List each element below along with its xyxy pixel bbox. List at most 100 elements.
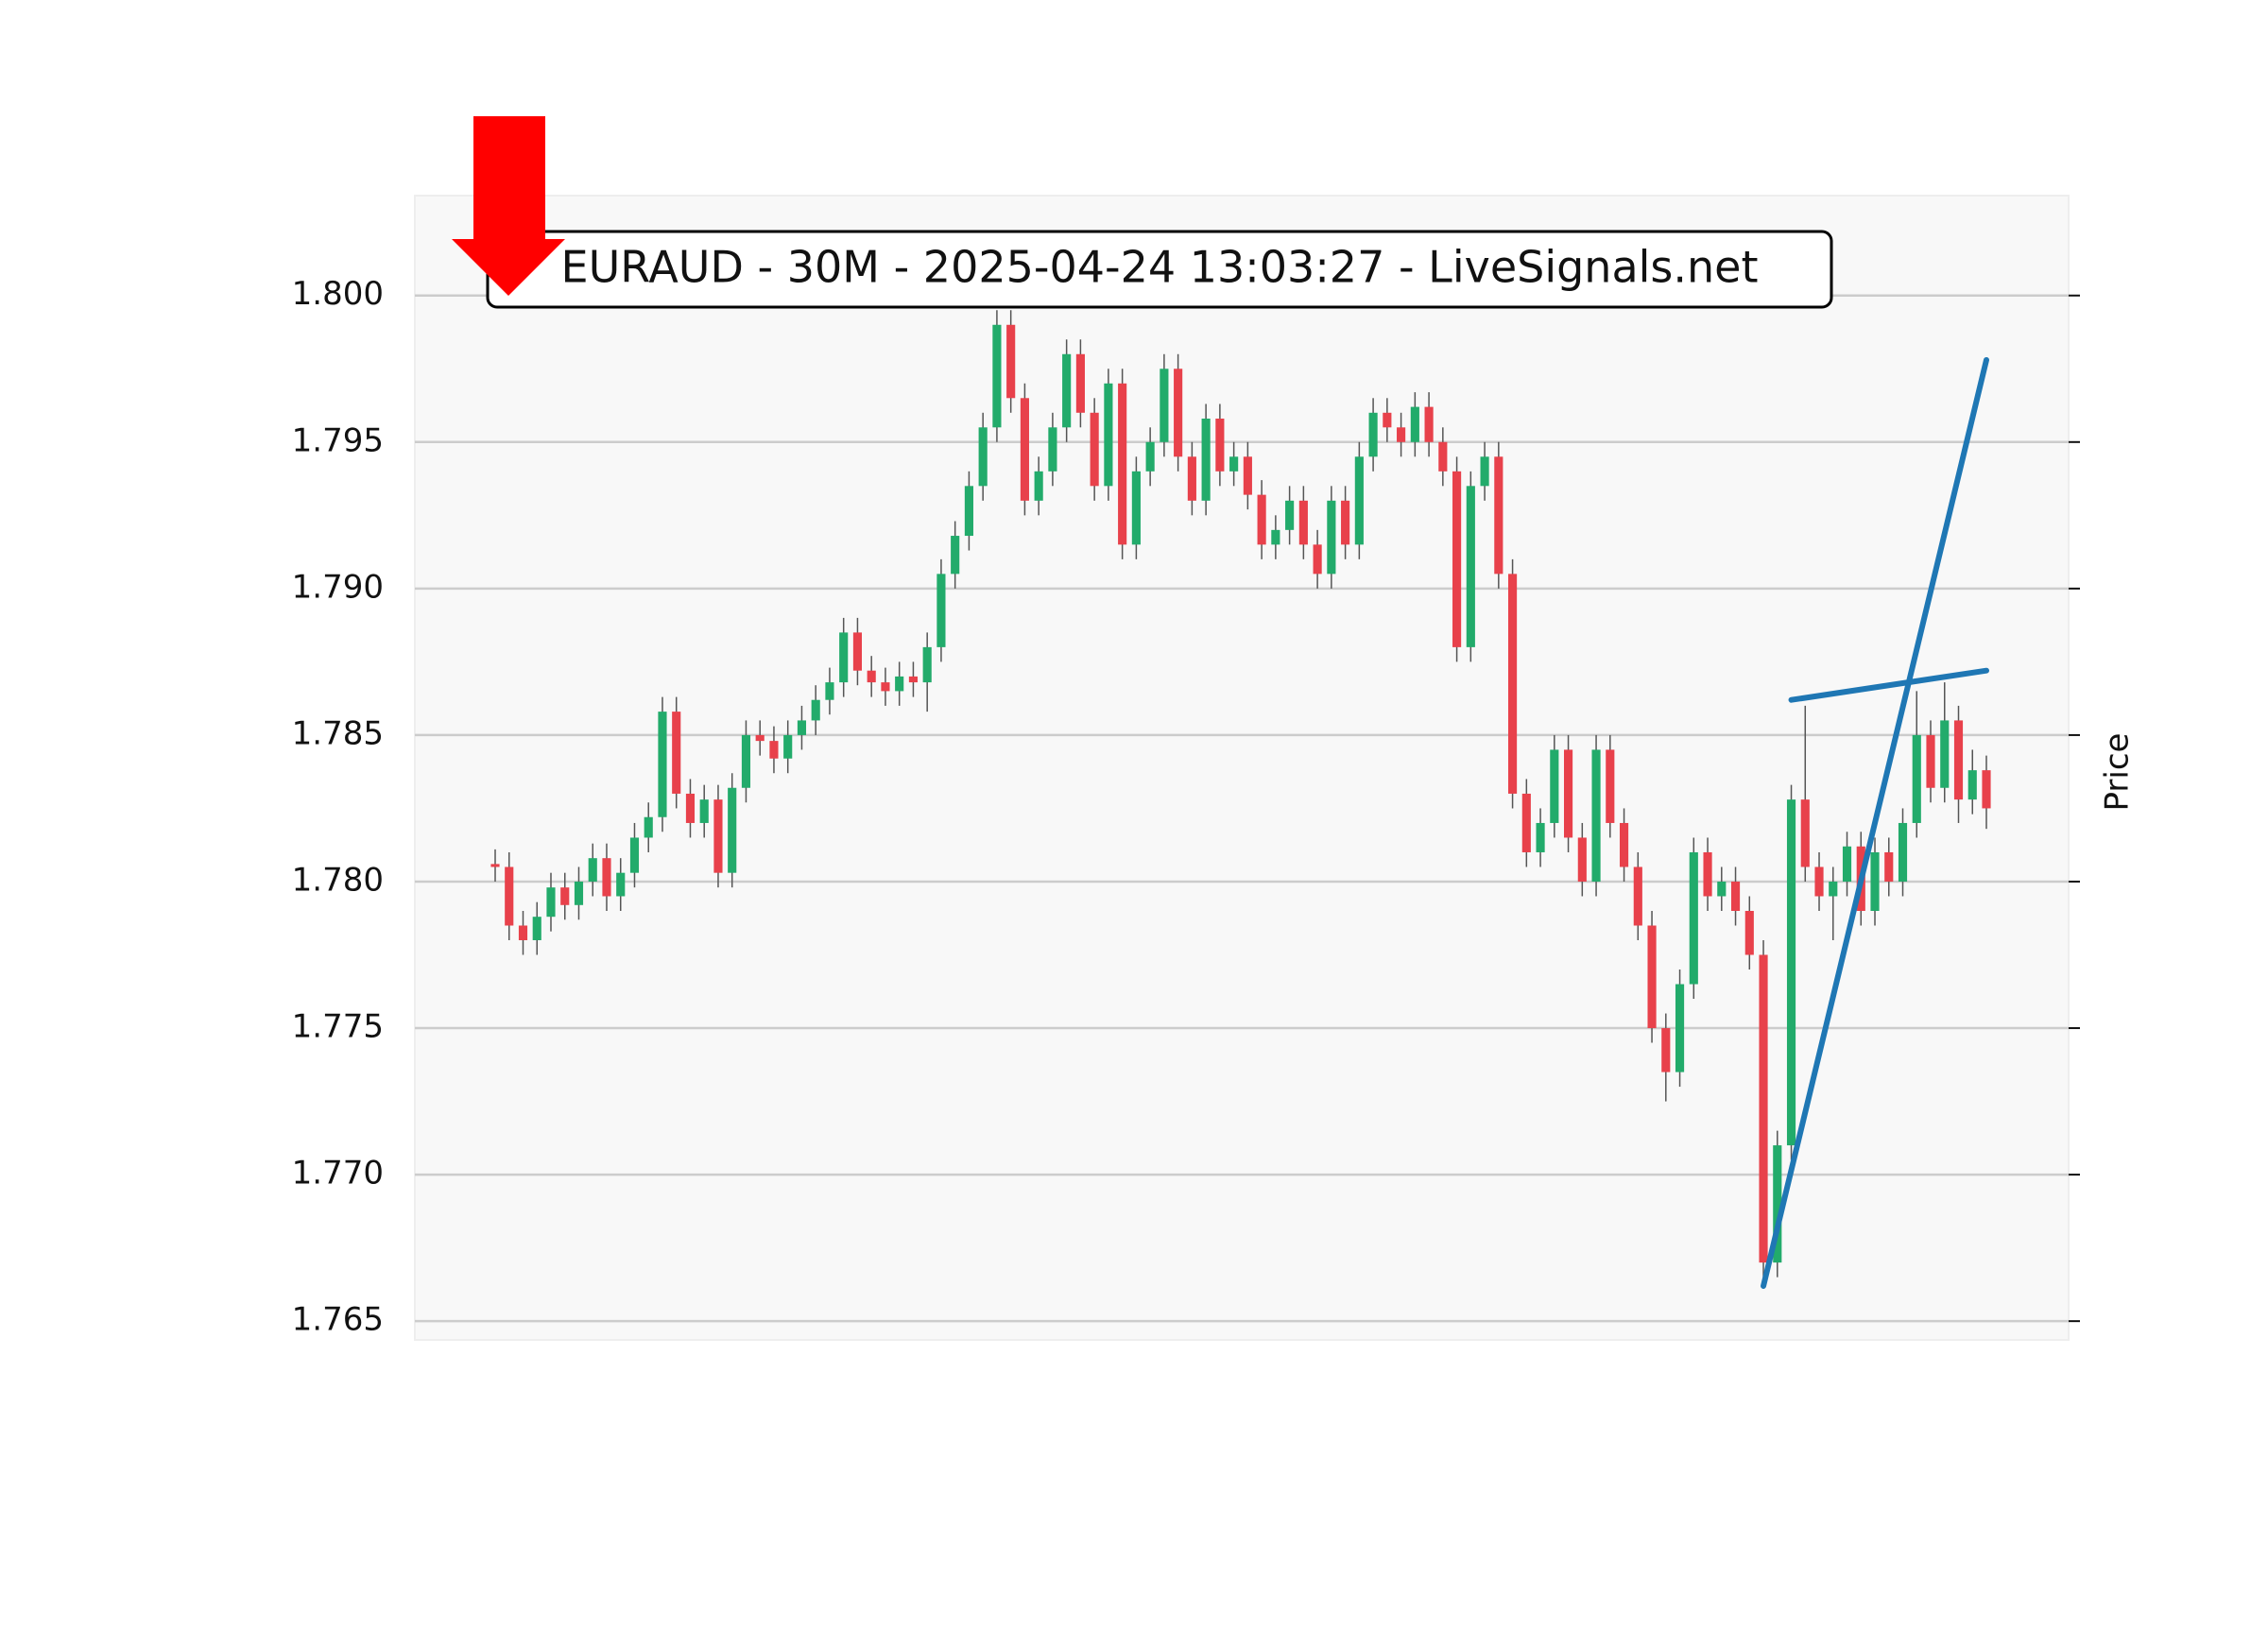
candle-body (1870, 851, 1880, 911)
trendline (1788, 667, 1989, 703)
arrow-head (452, 239, 565, 296)
candle-body (1982, 770, 1991, 809)
candle-body (1034, 471, 1043, 501)
candle-body (1187, 456, 1196, 501)
candle-body (1354, 456, 1364, 545)
arrow-shaft (473, 116, 545, 239)
candle-body (658, 712, 667, 817)
trendlines (1761, 356, 1989, 1289)
candle-body (1145, 441, 1155, 472)
candle-body (783, 734, 793, 759)
candle-body (1424, 406, 1434, 442)
candle-body (1174, 369, 1183, 457)
candle-body (964, 486, 973, 537)
candle-body (1744, 910, 1754, 955)
candle-body (1759, 954, 1768, 1263)
candle-body (852, 632, 863, 671)
y-tick-label: 1.785 (292, 714, 384, 752)
candle-body (699, 799, 709, 823)
candle-body (825, 682, 834, 700)
candle-body (1438, 441, 1448, 472)
candle-body (1717, 881, 1727, 897)
candle-body (1898, 822, 1908, 882)
candle-body (1786, 799, 1796, 1146)
candle-body (1131, 471, 1141, 545)
trendline (1761, 356, 1989, 1289)
candle-body (505, 866, 514, 926)
candle-body (1020, 398, 1029, 501)
y-tick-label: 1.790 (292, 568, 384, 606)
candle-body (1466, 486, 1475, 647)
candle-body (1508, 574, 1518, 794)
candle-body (1967, 770, 1977, 800)
candle-body (1675, 984, 1685, 1072)
candle-body (588, 858, 597, 882)
candle-body (1619, 822, 1629, 867)
axes: 1.765 1.770 1.775 1.780 1.785 1.790 1.795 1.800 (292, 275, 2080, 1339)
plot-area (414, 195, 2070, 1341)
candle-body (936, 574, 946, 647)
candle-body (1689, 851, 1698, 985)
candle-body (1341, 500, 1350, 545)
candle-body (1397, 427, 1406, 442)
candle-body (1563, 749, 1573, 838)
candle-body (755, 734, 765, 742)
candle-body (1884, 851, 1894, 882)
candle-body (1313, 544, 1322, 575)
candle-body (518, 925, 528, 941)
candle-body (1410, 406, 1419, 442)
sell-arrow (452, 116, 565, 296)
candle-body (1229, 456, 1239, 472)
y-axis-label: Price (2099, 733, 2137, 812)
candle-body (728, 787, 737, 873)
candle-body (1730, 881, 1741, 911)
candle-body (811, 699, 820, 721)
candle-body (1926, 734, 1935, 788)
candle-body (1591, 749, 1601, 882)
candle-body (685, 793, 696, 823)
candle-body (1383, 412, 1392, 428)
candle-body (1842, 846, 1852, 882)
candle-body (574, 881, 584, 905)
candle-body (797, 720, 807, 735)
candle-body (1647, 925, 1657, 1029)
candle-body (769, 741, 779, 759)
candle-body (1661, 1028, 1671, 1072)
candle-body (741, 734, 751, 788)
candle-body (616, 872, 626, 897)
candle-body (546, 887, 556, 918)
candle-body (1536, 822, 1545, 852)
candle-body (1452, 471, 1462, 647)
y-tick-label: 1.765 (292, 1301, 384, 1339)
candle-body (1773, 1145, 1782, 1263)
candle-body (1271, 529, 1280, 545)
candle-body (1368, 412, 1378, 457)
candle-body (1075, 353, 1085, 413)
y-tick-label: 1.775 (292, 1008, 384, 1046)
candle-body (713, 799, 723, 873)
candle-body (1327, 500, 1336, 575)
candle-body (1814, 866, 1824, 897)
candle-body (1243, 456, 1252, 495)
candle-body (1090, 412, 1099, 487)
candle-body (1912, 734, 1921, 823)
candle-body (951, 536, 960, 575)
candle-body (1048, 427, 1057, 472)
candle-body (1285, 500, 1295, 530)
candle-body (560, 887, 570, 905)
y-tick-label: 1.770 (292, 1155, 384, 1192)
candle-body (602, 858, 611, 897)
candle-body (1118, 383, 1127, 545)
candle-body (672, 712, 681, 794)
candle-body (922, 646, 932, 683)
candle-body (881, 682, 890, 692)
candle-body (1494, 456, 1503, 575)
candle-body (1480, 456, 1489, 487)
candle-body (1633, 866, 1642, 926)
candle-body (908, 676, 919, 683)
candle-body (978, 427, 988, 487)
candle-body (1577, 837, 1587, 882)
candle-body (532, 917, 541, 941)
